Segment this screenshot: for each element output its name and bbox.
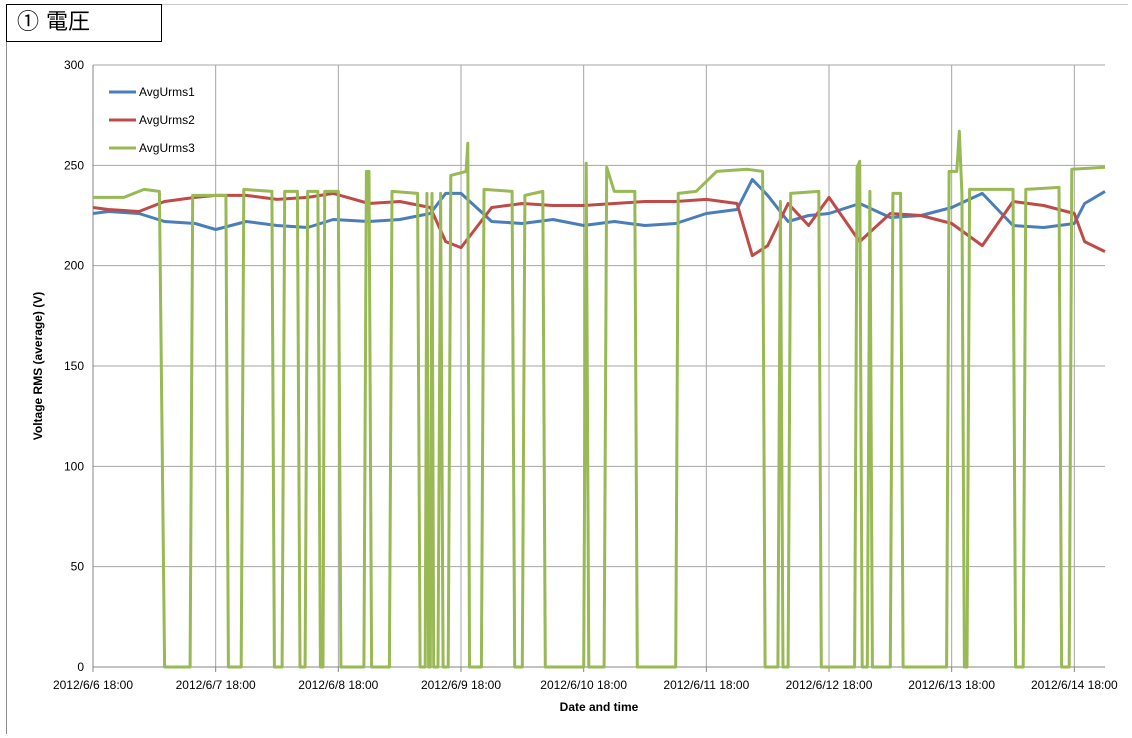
- series-line-AvgUrms2: [92, 191, 1106, 258]
- x-tick-label: 2012/6/10 18:00: [540, 678, 627, 692]
- y-tick-label: 100: [64, 459, 84, 473]
- y-tick-label: 0: [77, 660, 84, 674]
- x-tick-label: 2012/6/13 18:00: [908, 678, 995, 692]
- x-tick-label: 2012/6/8 18:00: [298, 678, 378, 692]
- series-line-AvgUrms3: [93, 129, 1106, 669]
- series-line-AvgUrms1: [92, 177, 1106, 231]
- y-tick-label: 250: [64, 158, 84, 172]
- y-axis-title: Voltage RMS (average) (V): [31, 292, 45, 440]
- legend-label: AvgUrms1: [139, 85, 195, 99]
- y-tick-label: 200: [64, 259, 84, 273]
- y-tick-label: 150: [64, 359, 84, 373]
- chart-frame: [6, 4, 1128, 734]
- section-title: ① 電圧: [6, 4, 162, 42]
- x-tick-label: 2012/6/6 18:00: [53, 678, 133, 692]
- x-tick-label: 2012/6/7 18:00: [176, 678, 256, 692]
- y-tick-label: 300: [64, 58, 84, 72]
- legend-label: AvgUrms3: [139, 141, 195, 155]
- legend-label: AvgUrms2: [139, 113, 195, 127]
- x-axis-title: Date and time: [560, 700, 639, 714]
- x-tick-label: 2012/6/14 18:00: [1031, 678, 1118, 692]
- y-tick-label: 50: [71, 560, 85, 574]
- x-tick-label: 2012/6/9 18:00: [421, 678, 501, 692]
- x-tick-label: 2012/6/11 18:00: [663, 678, 749, 692]
- x-tick-label: 2012/6/12 18:00: [786, 678, 873, 692]
